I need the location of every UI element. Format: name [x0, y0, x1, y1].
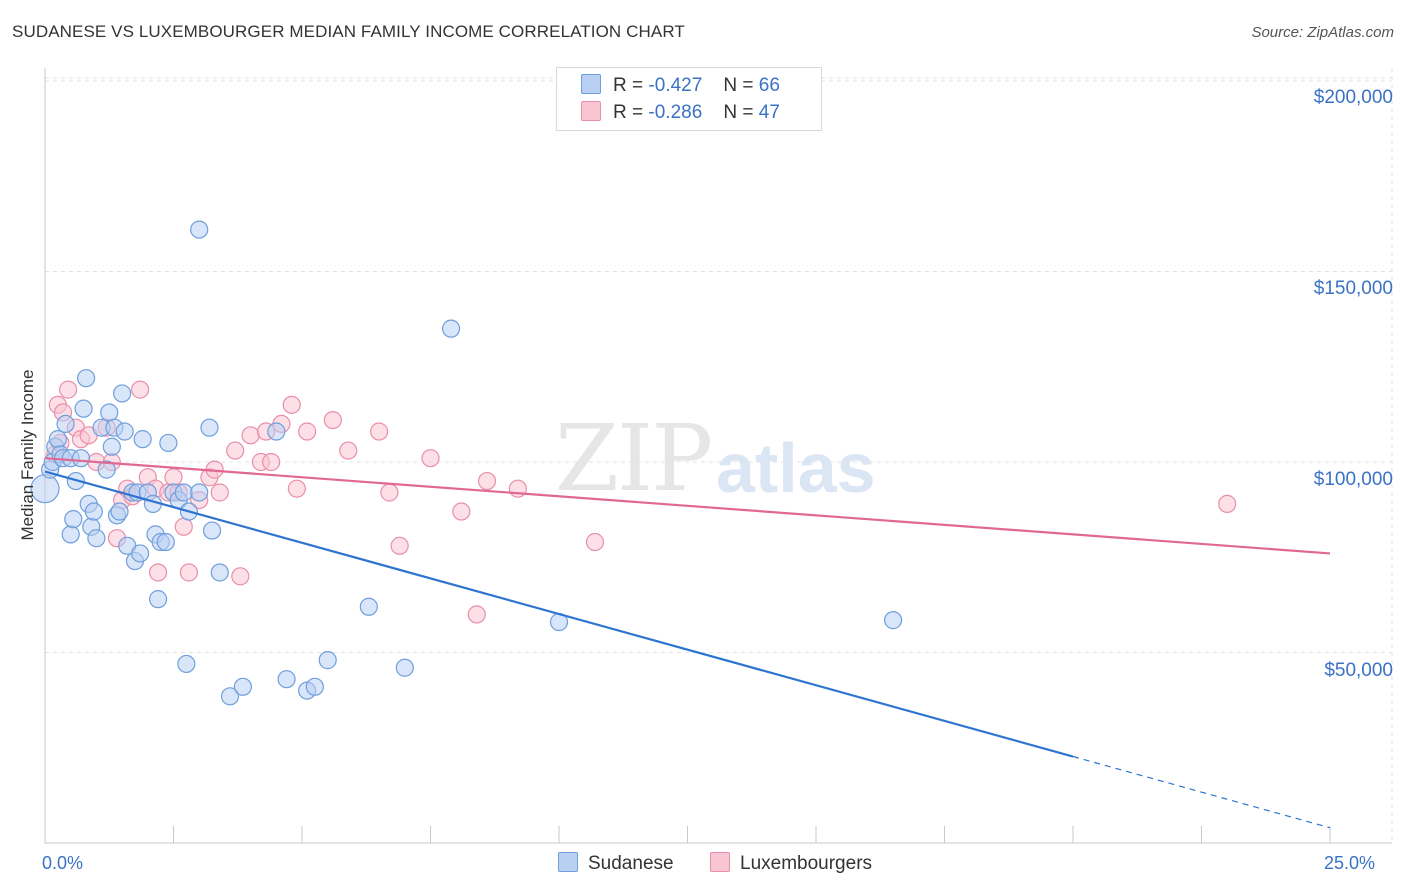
sudanese-point	[441, 319, 461, 338]
sudanese-point	[56, 414, 75, 433]
sudanese-legend-label: Sudanese	[588, 853, 674, 874]
luxembourger-point	[298, 422, 317, 441]
r-label: R =	[613, 102, 644, 123]
sudanese-point	[97, 460, 116, 479]
luxembourger-point	[262, 452, 281, 472]
sudanese-point	[115, 422, 134, 441]
luxembourger-point	[323, 410, 342, 430]
n-label: N =	[723, 102, 754, 123]
sudanese-point	[220, 687, 240, 706]
luxembourger-point	[421, 449, 440, 468]
luxembourger-point	[467, 605, 486, 624]
luxembourger-point	[339, 441, 358, 460]
luxembourger-point	[390, 536, 409, 555]
sudanese-r-value: -0.427	[648, 75, 703, 96]
luxembourger-point	[226, 441, 245, 460]
sudanese-point	[177, 654, 196, 674]
sudanese-point	[64, 510, 83, 529]
chart-title: SUDANESE VS LUXEMBOURGER MEDIAN FAMILY I…	[12, 22, 685, 41]
sudanese-point	[883, 611, 903, 630]
luxembourger-point	[452, 502, 471, 521]
sudanese-point	[267, 422, 286, 441]
sudanese-trend-line	[44, 470, 1074, 758]
luxembourger-point	[130, 380, 150, 399]
sudanese-legend-swatch	[558, 852, 578, 872]
sudanese-point	[156, 532, 175, 552]
luxembourgers-legend-swatch	[710, 852, 730, 872]
sudanese-point	[190, 483, 209, 502]
luxembourger-point	[179, 563, 199, 582]
luxembourger-point	[287, 479, 306, 498]
y-axis-label: Median Family Income	[18, 369, 37, 541]
luxembourger-point	[174, 517, 193, 536]
y-tick-label-150k: $150,000	[1313, 278, 1393, 299]
luxembourgers-legend-label: Luxembourgers	[740, 853, 873, 874]
luxembourger-point	[585, 532, 605, 552]
sudanese-point	[71, 449, 91, 468]
sudanese-point	[318, 651, 337, 670]
x-tick-label-min: 0.0%	[42, 853, 84, 873]
luxembourgers-swatch	[581, 101, 601, 121]
luxembourger-point	[148, 563, 168, 582]
source-label: Source: ZipAtlas.com	[1251, 24, 1394, 41]
bottom-legend-sudanese: Sudanese	[558, 852, 674, 875]
sudanese-point	[200, 418, 219, 437]
sudanese-point	[190, 220, 209, 239]
sudanese-point	[395, 658, 414, 677]
sudanese-point	[233, 677, 252, 696]
luxembourger-point	[282, 395, 301, 414]
luxembourger-point	[241, 426, 260, 445]
sudanese-point	[174, 483, 193, 502]
r-label: R =	[613, 75, 644, 96]
x-tick-label-max: 25.0%	[1324, 853, 1376, 873]
legend-row-sudanese: R = -0.427 N = 66	[581, 74, 780, 102]
luxembourger-point	[210, 483, 229, 502]
sudanese-point	[87, 529, 106, 548]
watermark-atlas: atlas	[716, 429, 876, 507]
y-tick-label-200k: $200,000	[1313, 87, 1393, 108]
sudanese-point	[48, 430, 67, 449]
sudanese-point	[133, 430, 152, 449]
bottom-legend-luxembourgers: Luxembourgers	[710, 852, 872, 875]
correlation-legend: R = -0.427 N = 66 R = -0.286 N = 47	[556, 67, 822, 131]
luxembourgers-n-value: 47	[758, 102, 780, 123]
sudanese-point	[210, 563, 229, 582]
watermark-zip: ZIP	[555, 405, 713, 512]
luxembourger-point	[164, 468, 183, 487]
sudanese-point	[202, 521, 222, 540]
n-label: N =	[723, 75, 754, 96]
legend-row-luxembourgers: R = -0.286 N = 47	[581, 101, 780, 129]
sudanese-point	[110, 502, 129, 521]
sudanese-point	[112, 384, 132, 403]
sudanese-point	[100, 403, 119, 422]
luxembourger-trend-line	[44, 457, 1331, 555]
sudanese-point	[77, 369, 96, 388]
y-tick-label-100k: $100,000	[1313, 469, 1393, 490]
luxembourger-point	[59, 380, 78, 399]
sudanese-point	[102, 437, 121, 456]
luxembourger-point	[370, 422, 389, 441]
sudanese-point	[305, 677, 324, 696]
sudanese-point	[359, 597, 378, 616]
luxembourger-point	[1218, 494, 1237, 514]
sudanese-point	[74, 399, 93, 418]
sudanese-point	[148, 590, 168, 609]
luxembourgers-r-value: -0.286	[648, 102, 703, 123]
sudanese-point	[159, 433, 178, 453]
sudanese-n-value: 66	[758, 75, 780, 96]
luxembourger-point	[477, 471, 497, 491]
sudanese-point	[61, 525, 80, 544]
sudanese-point	[130, 544, 150, 563]
sudanese-point	[84, 502, 103, 521]
luxembourger-point	[380, 483, 399, 502]
sudanese-trend-line-extrapolated	[1072, 755, 1331, 829]
luxembourger-point	[231, 567, 250, 586]
sudanese-swatch	[581, 74, 601, 94]
sudanese-point	[277, 670, 296, 689]
y-tick-label-50k: $50,000	[1324, 660, 1393, 681]
